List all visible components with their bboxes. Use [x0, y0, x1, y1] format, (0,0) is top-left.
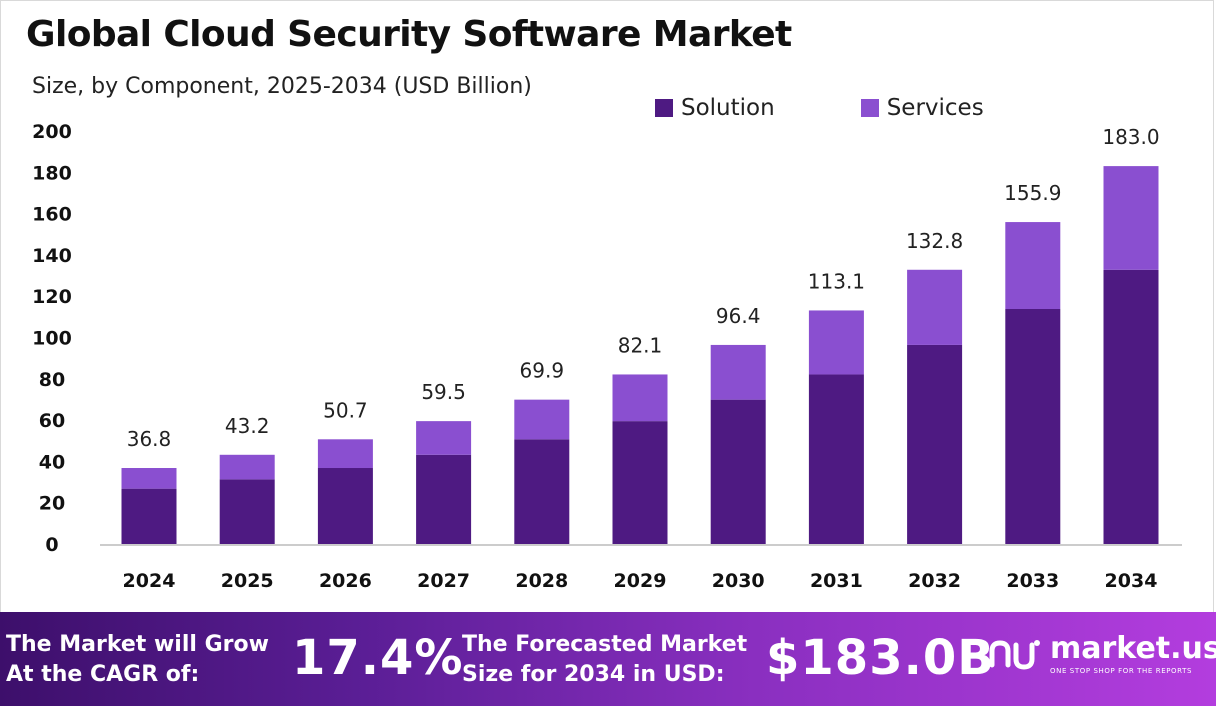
- chart-subtitle: Size, by Component, 2025-2034 (USD Billi…: [32, 74, 532, 99]
- legend: Solution Services: [655, 95, 1070, 121]
- y-axis: 0 20 40 60 80 100 120 140 160 180 200: [32, 121, 72, 556]
- y-tick-label: 60: [39, 410, 65, 432]
- x-tick-label: 2033: [1006, 570, 1059, 592]
- forecast-label: The Forecasted Market Size for 2034 in U…: [462, 630, 747, 690]
- forecast-value: $183.0B: [766, 630, 995, 686]
- bar-total-label: 59.5: [421, 380, 466, 404]
- bar-total-label: 43.2: [225, 414, 270, 438]
- bar-total-label: 113.1: [808, 269, 865, 293]
- bar-solution-2024: [121, 488, 177, 544]
- forecast-label-line2: Size for 2034 in USD:: [462, 662, 725, 687]
- x-tick-label: 2029: [614, 570, 667, 592]
- stacked-bar-chart: 0 20 40 60 80 100 120 140 160 180 200 36.8 43.2 50.7…: [32, 121, 1182, 592]
- y-tick-label: 40: [39, 451, 65, 473]
- x-tick-label: 2024: [123, 570, 176, 592]
- bar-solution-2029: [612, 421, 668, 544]
- y-tick-label: 0: [45, 534, 58, 556]
- bar-total-label: 96.4: [716, 304, 761, 328]
- bar-total-label: 82.1: [618, 333, 663, 357]
- x-tick-label: 2028: [515, 570, 568, 592]
- cagr-label: The Market will Grow At the CAGR of:: [6, 630, 269, 690]
- x-tick-label: 2034: [1105, 570, 1158, 592]
- x-tick-label: 2031: [810, 570, 863, 592]
- x-tick-label: 2026: [319, 570, 372, 592]
- chart-title: Global Cloud Security Software Market: [26, 14, 792, 55]
- bar-total-label: 132.8: [906, 229, 963, 253]
- brand-logo: market.us ONE STOP SHOP FOR THE REPORTS: [986, 634, 1216, 675]
- summary-banner: The Market will Grow At the CAGR of: 17.…: [0, 612, 1216, 706]
- legend-item-solution: Solution: [655, 95, 775, 121]
- cagr-value: 17.4%: [292, 630, 464, 686]
- bar-services-2030: [710, 344, 766, 400]
- y-tick-label: 120: [32, 286, 72, 308]
- bar-services-2031: [808, 310, 864, 375]
- bar-solution-2033: [1005, 309, 1061, 544]
- y-tick-label: 180: [32, 162, 72, 184]
- forecast-label-line1: The Forecasted Market: [462, 632, 748, 657]
- cagr-label-line1: The Market will Grow: [6, 632, 269, 657]
- bar-services-2028: [514, 399, 570, 440]
- x-tick-label: 2032: [908, 570, 961, 592]
- legend-label-services: Services: [886, 95, 984, 121]
- bar-services-2027: [416, 421, 472, 455]
- bar-services-2029: [612, 374, 668, 422]
- bar-solution-2031: [808, 374, 864, 544]
- bar-services-2024: [121, 468, 177, 489]
- y-tick-label: 80: [39, 369, 65, 391]
- bar-solution-2028: [514, 439, 570, 544]
- bar-services-2026: [317, 439, 373, 469]
- x-tick-label: 2027: [417, 570, 470, 592]
- legend-label-solution: Solution: [681, 95, 775, 121]
- x-axis: 2024 2025 2026 2027 2028 2029 2030 2031 2032 2033…: [123, 570, 1158, 592]
- bar-total-label: 50.7: [323, 398, 368, 422]
- bar-services-2034: [1103, 166, 1159, 270]
- market-us-logo-icon: [989, 639, 1040, 670]
- cagr-label-line2: At the CAGR of:: [6, 662, 200, 687]
- bar-services-2033: [1005, 222, 1061, 310]
- bar-total-label: 155.9: [1004, 181, 1061, 205]
- x-tick-label: 2025: [221, 570, 274, 592]
- legend-item-services: Services: [860, 95, 984, 121]
- y-tick-label: 20: [39, 493, 65, 515]
- y-tick-label: 140: [32, 245, 72, 267]
- bar-total-label: 36.8: [127, 427, 172, 451]
- bar-total-label: 69.9: [520, 359, 565, 383]
- bar-solution-2025: [219, 479, 275, 544]
- bar-total-label: 183.0: [1102, 125, 1159, 149]
- bar-solution-2032: [907, 344, 963, 544]
- x-tick-label: 2030: [712, 570, 765, 592]
- bar-solution-2027: [416, 454, 472, 544]
- bar-services-2032: [907, 269, 963, 345]
- legend-swatch-solution: [655, 99, 673, 117]
- legend-swatch-services: [860, 99, 879, 117]
- bars: 36.8 43.2 50.7 59.5 69.9 82.1 96.4 113.1 132.8 15…: [121, 125, 1160, 544]
- y-tick-label: 200: [32, 121, 72, 143]
- y-tick-label: 160: [32, 204, 72, 226]
- bar-services-2025: [219, 454, 275, 480]
- y-tick-label: 100: [32, 328, 72, 350]
- brand-tagline: ONE STOP SHOP FOR THE REPORTS: [1050, 667, 1193, 675]
- bar-solution-2034: [1103, 269, 1159, 544]
- bar-solution-2030: [710, 399, 766, 544]
- bar-solution-2026: [317, 468, 373, 544]
- brand-name: market.us: [1050, 631, 1216, 666]
